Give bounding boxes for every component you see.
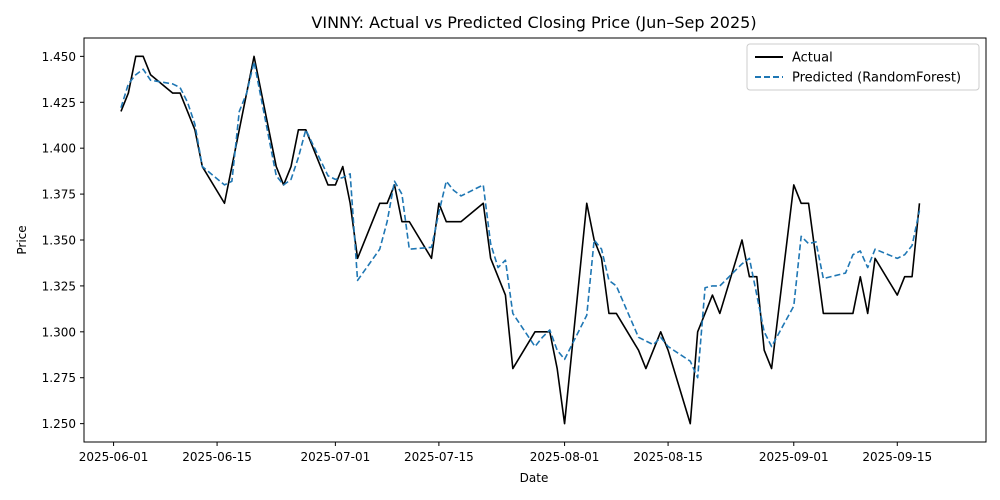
legend-box <box>746 43 980 91</box>
y-tick-label: 1.450 <box>42 50 76 64</box>
y-axis: 1.250 1.275 1.300 1.325 1.350 1.375 1.400 1.425… <box>42 50 84 431</box>
y-axis-label: Price <box>15 225 29 254</box>
legend-predicted-label: Predicted (RandomForest) <box>792 71 961 86</box>
x-tick-label: 2025-07-01 <box>301 450 371 464</box>
x-tick-label: 2025-08-15 <box>633 450 703 464</box>
y-tick-label: 1.325 <box>42 279 76 293</box>
x-tick-label: 2025-08-01 <box>530 450 600 464</box>
series-predicted-line <box>120 61 921 379</box>
x-tick-label: 2025-09-15 <box>862 450 932 464</box>
y-tick-label: 1.350 <box>42 234 76 248</box>
y-tick-label: 1.275 <box>42 371 76 385</box>
x-tick-label: 2025-06-15 <box>182 450 252 464</box>
legend: Actual Predicted (RandomForest) <box>746 43 980 91</box>
x-axis: 2025-06-01 2025-06-15 2025-07-01 2025-07-15… <box>79 442 932 464</box>
x-tick-label: 2025-09-01 <box>759 450 829 464</box>
y-tick-label: 1.250 <box>42 417 76 431</box>
y-tick-label: 1.375 <box>42 188 76 202</box>
y-tick-label: 1.425 <box>42 96 76 110</box>
series-actual-line <box>120 55 921 425</box>
series-layer <box>120 55 921 425</box>
x-axis-label: Date <box>520 471 549 485</box>
y-tick-label: 1.300 <box>42 325 76 339</box>
plot-frame <box>83 37 987 443</box>
x-tick-label: 2025-07-15 <box>404 450 474 464</box>
x-tick-label: 2025-06-01 <box>79 450 149 464</box>
legend-actual-label: Actual <box>792 51 833 66</box>
chart-title: VINNY: Actual vs Predicted Closing Price… <box>311 13 756 32</box>
y-tick-label: 1.400 <box>42 142 76 156</box>
